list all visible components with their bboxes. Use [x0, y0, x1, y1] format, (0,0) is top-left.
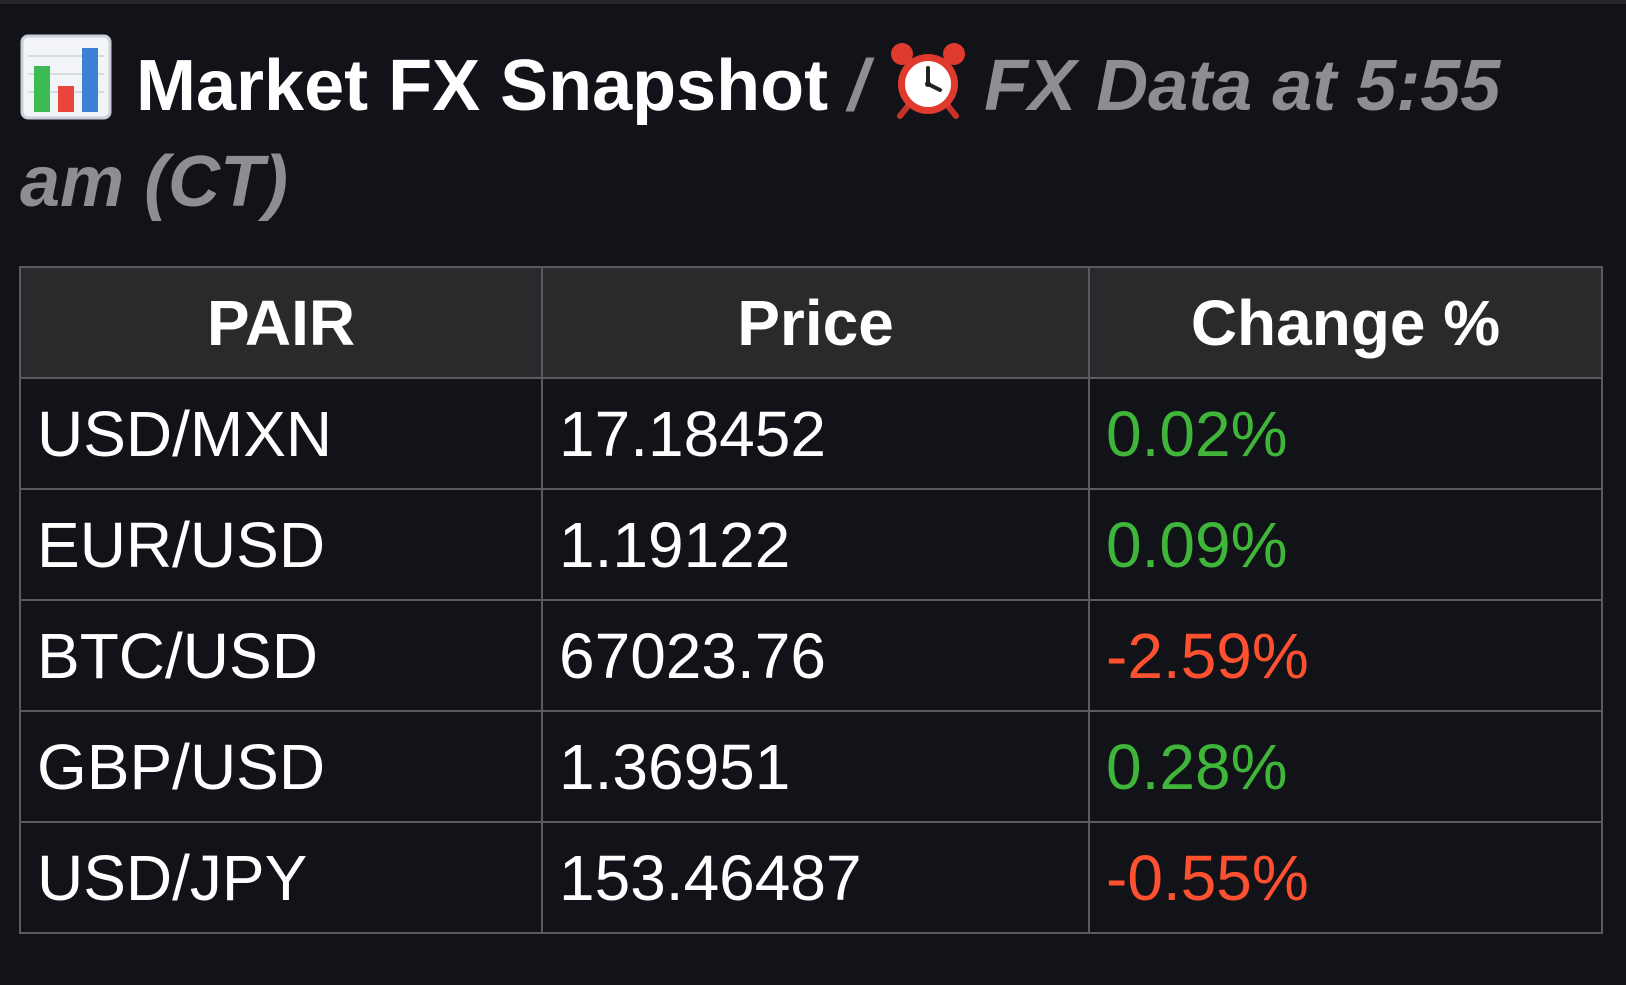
- alarm-clock-icon: [891, 43, 966, 119]
- table-row: EUR/USD 1.19122 0.09%: [19, 488, 1603, 601]
- page-title: Market FX Snapshot / FX Data at 5:55 am (…: [20, 34, 1600, 230]
- pair-cell: EUR/USD: [19, 488, 543, 601]
- table-row: USD/JPY 153.46487 -0.55%: [19, 821, 1603, 934]
- top-strip: [0, 0, 1626, 4]
- column-header-price: Price: [541, 266, 1090, 379]
- price-cell: 153.46487: [541, 821, 1090, 934]
- price-cell: 1.19122: [541, 488, 1090, 601]
- change-cell: 0.09%: [1088, 488, 1603, 601]
- change-cell: 0.02%: [1088, 377, 1603, 490]
- title-separator: /: [848, 46, 869, 126]
- table-row: USD/MXN 17.18452 0.02%: [19, 377, 1603, 490]
- change-cell: -2.59%: [1088, 599, 1603, 712]
- change-cell: -0.55%: [1088, 821, 1603, 934]
- price-cell: 67023.76: [541, 599, 1090, 712]
- table-row: GBP/USD 1.36951 0.28%: [19, 710, 1603, 823]
- pair-cell: GBP/USD: [19, 710, 543, 823]
- change-cell: 0.28%: [1088, 710, 1603, 823]
- price-cell: 17.18452: [541, 377, 1090, 490]
- price-cell: 1.36951: [541, 710, 1090, 823]
- snapshot-time: FX Data at 5:55 am (CT): [20, 46, 1501, 222]
- table-header-row: PAIR Price Change %: [19, 266, 1603, 379]
- pair-cell: USD/JPY: [19, 821, 543, 934]
- pair-cell: USD/MXN: [19, 377, 543, 490]
- table-row: BTC/USD 67023.76 -2.59%: [19, 599, 1603, 712]
- title-text: Market FX Snapshot: [136, 46, 829, 126]
- column-header-pair: PAIR: [19, 266, 543, 379]
- pair-cell: BTC/USD: [19, 599, 543, 712]
- column-header-change: Change %: [1088, 266, 1603, 379]
- bar-chart-icon: [20, 34, 112, 120]
- fx-table: PAIR Price Change % USD/MXN 17.18452 0.0…: [19, 266, 1603, 934]
